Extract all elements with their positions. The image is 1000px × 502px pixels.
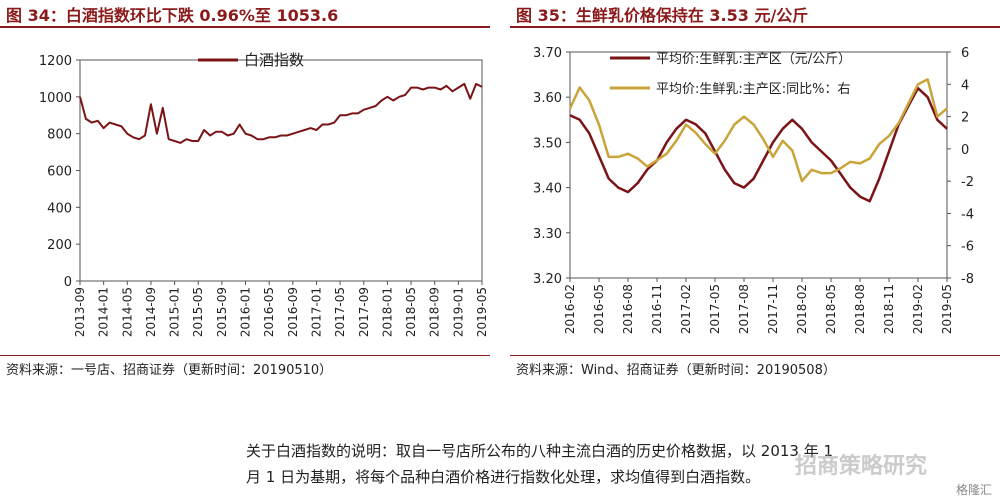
y-tick-label: 3.70 — [533, 46, 562, 61]
left-title-rule — [0, 26, 490, 28]
x-tick-label: 2017-05 — [708, 284, 722, 334]
y-tick-label: 3.30 — [533, 227, 562, 242]
y2-tick-label: 0 — [961, 143, 969, 158]
x-tick-label: 2019-02 — [911, 284, 925, 334]
y-tick-label: 3.20 — [533, 272, 562, 287]
left-chart-title: 图 34：白酒指数环比下跌 0.96%至 1053.6 — [6, 6, 339, 25]
right-chart-panel: 图 35：生鲜乳价格保持在 3.53 元/公斤 3.20 3.30 3.40 3.50… — [510, 0, 1000, 385]
plot-frame — [569, 51, 948, 279]
x-tick-label: 2016-05 — [262, 287, 276, 337]
x-tick-label: 2016-02 — [563, 284, 577, 334]
watermark-research: 招商策略研究 — [795, 454, 928, 479]
series-line-price — [569, 86, 948, 203]
left-chart-source: 资料来源：一号店、招商证券（更新时间：20190510） — [6, 363, 333, 378]
x-tick-label: 2014-09 — [144, 287, 158, 337]
x-tick-label: 2018-09 — [428, 287, 442, 337]
right-chart-source: 资料来源：Wind、招商证券（更新时间：20190508） — [516, 363, 836, 378]
x-tick-label: 2016-09 — [286, 287, 300, 337]
y-tick-label: 3.40 — [533, 182, 562, 197]
left-source-rule — [0, 355, 490, 356]
x-tick-label: 2016-08 — [621, 284, 635, 334]
right-source-rule — [510, 355, 1000, 356]
x-tick-label: 2018-05 — [404, 287, 418, 337]
index-explanation-note: 关于白酒指数的说明：取自一号店所公布的八种主流白酒的历史价格数据，以 2013 … — [246, 438, 996, 490]
y-tick-label: 600 — [47, 165, 72, 180]
y2-tick-label: -8 — [961, 272, 974, 287]
x-tick-label: 2015-09 — [215, 287, 229, 337]
y2-tick-label: -2 — [961, 175, 974, 190]
series-line-yoy — [568, 78, 948, 183]
y-tick-label: 3.50 — [533, 136, 562, 151]
x-tick-label: 2016-11 — [650, 284, 664, 334]
x-tick-label: 2017-08 — [737, 284, 751, 334]
y-tick-label: 400 — [47, 201, 72, 216]
legend-label: 平均价:生鲜乳:主产区:同比%：右 — [656, 82, 851, 97]
raw-milk-price-chart: 3.20 3.30 3.40 3.50 3.60 3.70 -8 -6 -4 -2 0 2 4 6 2016… — [533, 46, 974, 334]
x-tick-label: 2017-01 — [309, 287, 323, 337]
baijiu-index-chart: 0 200 400 600 800 1000 1200 2013-09 2014-01 2014-… — [39, 51, 489, 337]
y-tick-label: 1000 — [39, 91, 72, 106]
x-tick-label: 2019-05 — [940, 284, 954, 334]
right-chart-title: 图 35：生鲜乳价格保持在 3.53 元/公斤 — [516, 6, 809, 25]
right-title-rule — [510, 26, 1000, 28]
x-tick-label: 2019-05 — [475, 287, 489, 337]
x-tick-label: 2015-01 — [168, 287, 182, 337]
y2-tick-label: 4 — [961, 78, 969, 93]
y-tick-label: 0 — [64, 275, 72, 290]
y-tick-label: 800 — [47, 128, 72, 143]
x-tick-label: 2014-01 — [97, 287, 111, 337]
legend-label: 白酒指数 — [244, 51, 304, 69]
y2-tick-label: 2 — [961, 111, 969, 126]
y2-tick-label: -6 — [961, 240, 974, 255]
x-tick-label: 2017-02 — [679, 284, 693, 334]
y-tick-label: 200 — [47, 238, 72, 253]
watermark: 格隆汇 — [955, 483, 992, 497]
x-tick-label: 2018-05 — [824, 284, 838, 334]
note-line-1: 关于白酒指数的说明：取自一号店所公布的八种主流白酒的历史价格数据，以 2013 … — [246, 442, 834, 460]
plot-frame — [79, 59, 483, 282]
x-tick-label: 2014-05 — [120, 287, 134, 337]
note-line-2: 月 1 日为基期，将每个品种白酒价格进行指数化处理，求均值得到白酒指数。 — [246, 468, 761, 486]
y2-tick-label: -4 — [961, 207, 974, 222]
series-line-baijiu-index — [79, 82, 483, 144]
x-tick-label: 2018-02 — [795, 284, 809, 334]
x-tick-label: 2018-08 — [853, 284, 867, 334]
x-tick-label: 2015-05 — [191, 287, 205, 337]
x-tick-label: 2017-05 — [333, 287, 347, 337]
y-tick-label: 3.60 — [533, 91, 562, 106]
x-tick-label: 2017-11 — [766, 284, 780, 334]
x-tick-label: 2018-01 — [380, 287, 394, 337]
y-tick-label: 1200 — [39, 54, 72, 69]
x-tick-label: 2019-01 — [451, 287, 465, 337]
x-tick-label: 2017-09 — [357, 287, 371, 337]
x-tick-label: 2016-01 — [239, 287, 253, 337]
legend-label: 平均价:生鲜乳:主产区（元/公斤） — [656, 52, 851, 67]
left-chart-panel: 图 34：白酒指数环比下跌 0.96%至 1053.6 0 200 400 600 80… — [0, 0, 490, 385]
y2-tick-label: 6 — [961, 46, 969, 61]
x-tick-label: 2018-11 — [882, 284, 896, 334]
x-tick-label: 2016-05 — [592, 284, 606, 334]
x-tick-label: 2013-09 — [73, 287, 87, 337]
